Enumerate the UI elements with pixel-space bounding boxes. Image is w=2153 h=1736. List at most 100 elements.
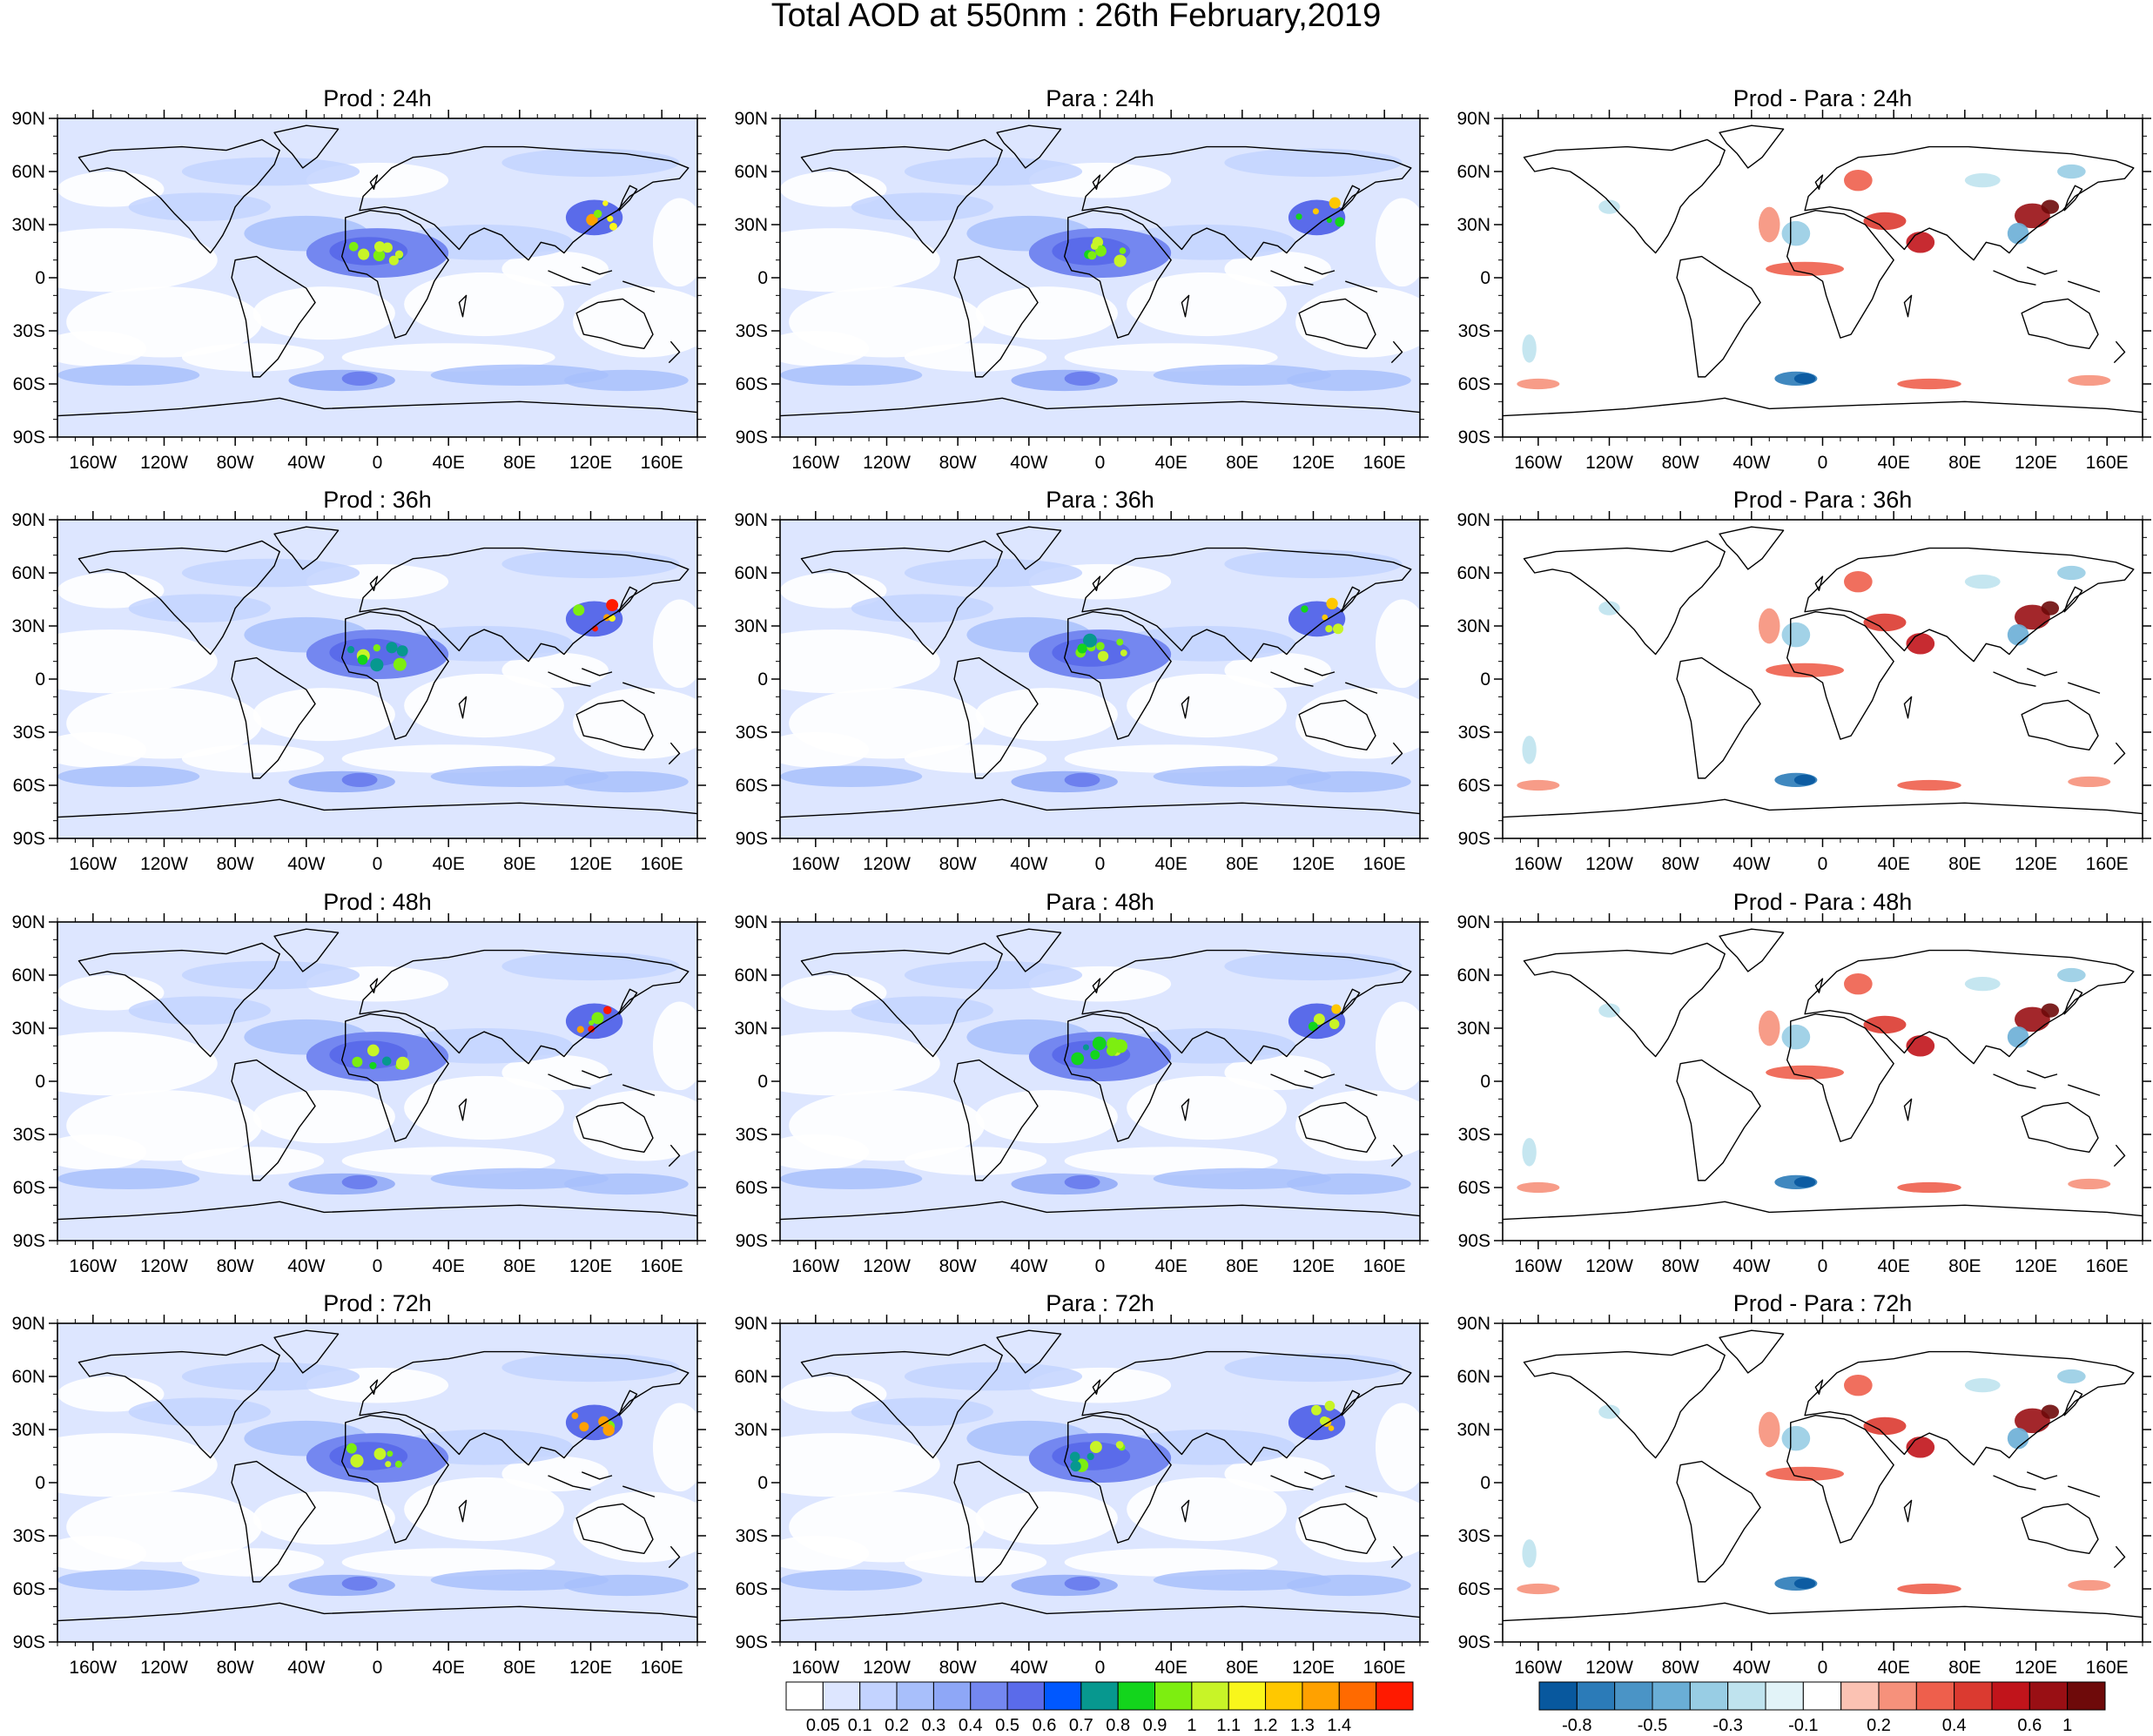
colorbar-label: 1.1 — [1216, 1716, 1241, 1735]
lon-tick-label: 40W — [1732, 1658, 1770, 1678]
colorbar-swatch — [1117, 1681, 1156, 1711]
lat-tick-label: 60N — [734, 966, 768, 986]
lat-tick-label: 60N — [1457, 966, 1490, 986]
lat-tick-label: 30S — [736, 1526, 768, 1546]
lon-tick-label: 160E — [2086, 453, 2129, 473]
panel-title: Prod : 72h — [323, 1290, 432, 1316]
lon-tick-label: 120E — [1292, 1256, 1335, 1276]
lat-tick-label: 30N — [734, 616, 768, 636]
lat-tick-label: 90N — [734, 109, 768, 129]
colorbar-swatch — [859, 1681, 898, 1711]
panel-title: Para : 72h — [1046, 1290, 1154, 1316]
lon-tick-label: 40E — [432, 854, 464, 874]
colorbar-label: 1.3 — [1290, 1716, 1315, 1735]
colorbar-swatch — [1006, 1681, 1045, 1711]
lon-tick-label: 160W — [1514, 1658, 1562, 1678]
colorbar-label: 0.3 — [922, 1716, 946, 1735]
colorbar-swatch — [2067, 1681, 2106, 1711]
lat-tick-label: 30S — [1458, 1526, 1490, 1546]
map-panel: 160W 120W 80W 40W 0 40E 80E 120E 160E 90N 60N 30N 0 3… — [734, 889, 1429, 1276]
colorbar-label: 0.7 — [1069, 1716, 1093, 1735]
colorbar-swatch — [970, 1681, 1008, 1711]
lat-tick-label: 30S — [13, 723, 45, 743]
lon-tick-label: 160E — [641, 1658, 683, 1678]
aod-field — [780, 118, 1420, 437]
lat-tick-label: 30S — [1458, 723, 1490, 743]
lat-tick-label: 60S — [736, 374, 768, 394]
lat-tick-label: 30S — [736, 723, 768, 743]
colorbar-swatch — [1915, 1681, 1955, 1711]
lon-tick-label: 120W — [863, 1256, 911, 1276]
lon-tick-label: 0 — [373, 453, 383, 473]
colorbar-label: 1 — [2062, 1716, 2072, 1735]
lat-tick-label: 60S — [13, 776, 45, 796]
lat-tick-label: 30N — [11, 215, 45, 235]
aod-field — [780, 922, 1420, 1241]
lon-tick-label: 160E — [1363, 453, 1406, 473]
aod-field — [780, 520, 1420, 838]
colorbar-label: 0.4 — [1942, 1716, 1967, 1735]
colorbar-label: -0.8 — [1562, 1716, 1591, 1735]
colorbar-swatch — [1765, 1681, 1804, 1711]
diff-colorbar: -0.8 -0.5 -0.3 -0.1 0.2 0.4 0.6 1 — [1538, 1681, 2106, 1735]
colorbar-label: 1 — [1187, 1716, 1196, 1735]
colorbar-label: 0.6 — [1033, 1716, 1057, 1735]
map-panel: 160W 120W 80W 40W 0 40E 80E 120E 160E 90N 60N 30N 0 3… — [734, 85, 1429, 473]
lat-tick-label: 90N — [1457, 109, 1490, 129]
aod-field — [57, 922, 697, 1241]
colorbar-label: 0.6 — [2017, 1716, 2042, 1735]
lon-tick-label: 160W — [69, 854, 117, 874]
lon-tick-label: 80W — [939, 1658, 977, 1678]
lat-tick-label: 60N — [1457, 162, 1490, 182]
lon-tick-label: 120W — [1585, 1256, 1633, 1276]
lon-tick-label: 40W — [287, 1256, 325, 1276]
lat-tick-label: 90S — [1458, 427, 1490, 447]
lon-tick-label: 160W — [69, 1658, 117, 1678]
lon-tick-label: 80E — [503, 854, 535, 874]
lat-tick-label: 90N — [734, 912, 768, 932]
lon-tick-label: 160W — [791, 453, 839, 473]
lon-tick-label: 40E — [1154, 453, 1187, 473]
lon-tick-label: 0 — [1095, 854, 1106, 874]
panel-title: Prod - Para : 24h — [1733, 85, 1913, 111]
lat-tick-label: 60S — [13, 374, 45, 394]
lat-tick-label: 90S — [13, 427, 45, 447]
lat-tick-label: 30S — [736, 1125, 768, 1145]
lat-tick-label: 60S — [1458, 1178, 1490, 1198]
lat-tick-label: 0 — [35, 670, 45, 690]
lat-tick-label: 60S — [736, 776, 768, 796]
lon-tick-label: 120W — [1585, 453, 1633, 473]
colorbar-swatch — [1191, 1681, 1229, 1711]
lon-tick-label: 40E — [1877, 453, 1909, 473]
lon-tick-label: 80E — [1226, 854, 1258, 874]
colorbar-label: 0.2 — [885, 1716, 909, 1735]
colorbar-label: -0.3 — [1712, 1716, 1742, 1735]
lon-tick-label: 0 — [1095, 1256, 1106, 1276]
lat-tick-label: 90S — [1458, 1231, 1490, 1251]
lat-tick-label: 0 — [35, 1072, 45, 1092]
colorbar-swatch — [1154, 1681, 1193, 1711]
lat-tick-label: 60N — [734, 563, 768, 583]
lat-tick-label: 60N — [11, 162, 45, 182]
map-panel: 160W 120W 80W 40W 0 40E 80E 120E 160E 90N 60N 30N 0 3… — [1457, 1290, 2151, 1678]
colorbar-swatch — [1080, 1681, 1119, 1711]
lon-tick-label: 160E — [2086, 854, 2129, 874]
lon-tick-label: 160W — [1514, 453, 1562, 473]
lat-tick-label: 0 — [757, 1072, 768, 1092]
lat-tick-label: 90N — [734, 1314, 768, 1334]
lon-tick-label: 40W — [1010, 854, 1047, 874]
aod-field — [780, 1323, 1420, 1642]
lat-tick-label: 30N — [734, 1420, 768, 1440]
lon-tick-label: 120W — [1585, 1658, 1633, 1678]
aod-field — [57, 118, 697, 437]
lat-tick-label: 60N — [11, 563, 45, 583]
aod-field — [57, 1323, 697, 1642]
lat-tick-label: 90N — [11, 912, 45, 932]
lat-tick-label: 30N — [11, 1019, 45, 1039]
lon-tick-label: 160W — [791, 1256, 839, 1276]
lat-tick-label: 90S — [736, 427, 768, 447]
lon-tick-label: 80W — [939, 1256, 977, 1276]
lon-tick-label: 40E — [432, 453, 464, 473]
lon-tick-label: 80W — [1662, 1256, 1699, 1276]
lon-tick-label: 40W — [1010, 1658, 1047, 1678]
